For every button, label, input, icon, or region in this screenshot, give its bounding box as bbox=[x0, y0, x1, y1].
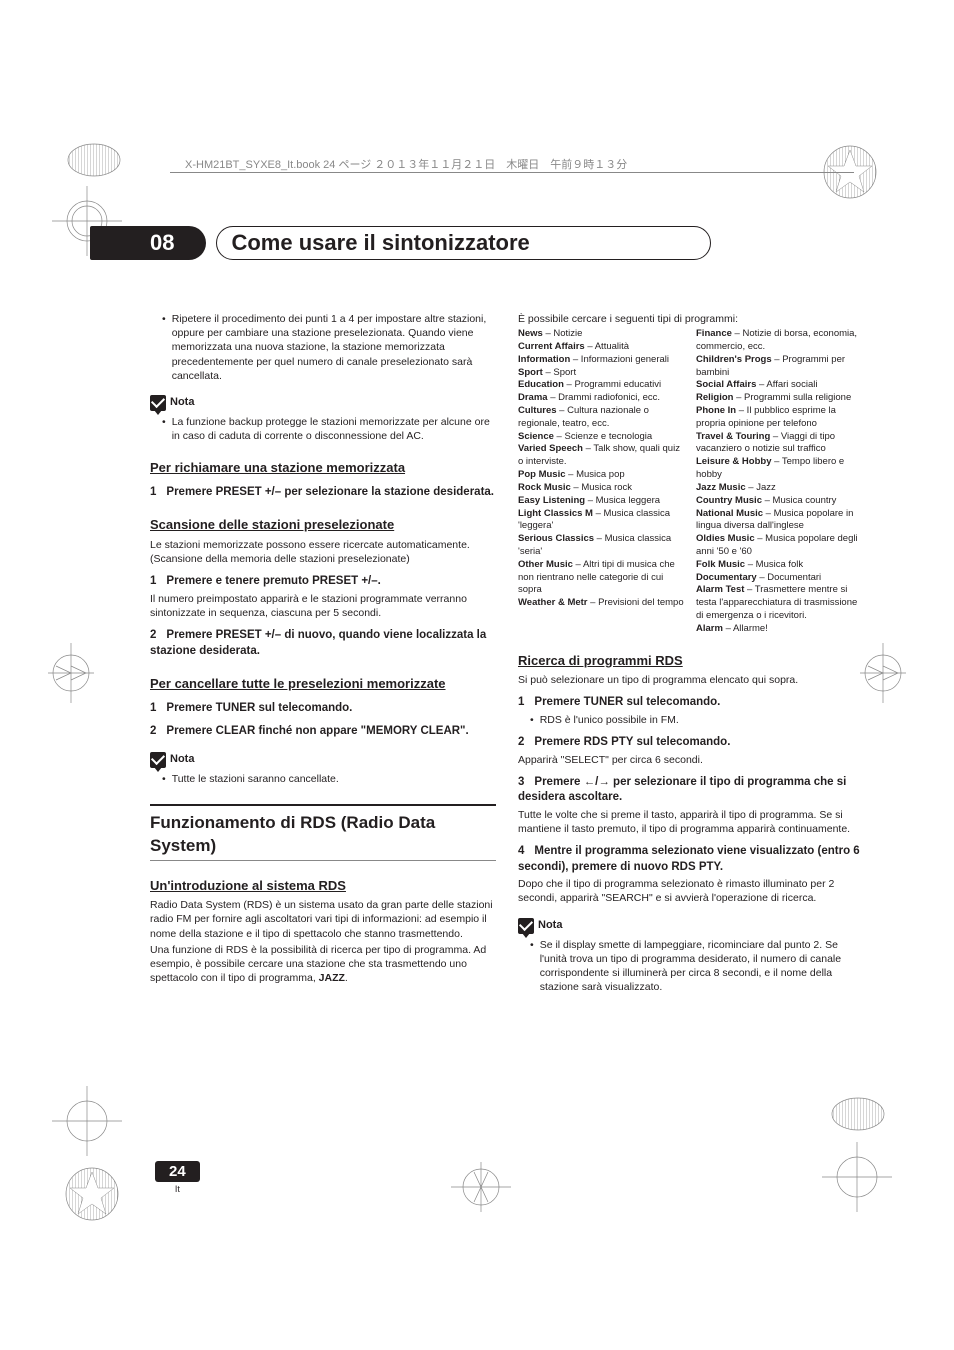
arrow-right-icon: → bbox=[598, 776, 610, 788]
sec2-step1-body: Il numero preimpostato apparirà e le sta… bbox=[150, 592, 496, 620]
arrow-left-icon: ← bbox=[584, 776, 596, 788]
sec2-step1: 1Premere e tenere premuto PRESET +/–. bbox=[150, 574, 496, 590]
sec5-step4: 4Mentre il programma selezionato viene v… bbox=[518, 844, 864, 875]
header-rule bbox=[170, 172, 854, 173]
program-type-item: National Music – Musica popolare in ling… bbox=[696, 508, 864, 534]
program-type-item: Education – Programmi educativi bbox=[518, 379, 686, 392]
sec4-p2: Una funzione di RDS è la possibilità di … bbox=[150, 943, 496, 986]
sec5-intro: Si può selezionare un tipo di programma … bbox=[518, 673, 864, 687]
program-type-item: News – Notizie bbox=[518, 328, 686, 341]
sec3-step1: 1Premere TUNER sul telecomando. bbox=[150, 701, 496, 717]
chapter-bar: 08 Come usare il sintonizzatore bbox=[150, 226, 864, 260]
chapter-number: 08 bbox=[90, 226, 188, 260]
crop-mark-hatch-top-left bbox=[66, 140, 122, 180]
crop-mark-chevrons-left bbox=[46, 638, 96, 708]
program-type-item: Folk Music – Musica folk bbox=[696, 559, 864, 572]
intro-bullet: Ripetere il procedimento dei punti 1 a 4… bbox=[162, 312, 496, 383]
program-type-item: Phone In – Il pubblico esprime la propri… bbox=[696, 405, 864, 431]
program-type-item: Documentary – Documentari bbox=[696, 572, 864, 585]
note-icon bbox=[150, 752, 166, 768]
program-type-item: Social Affairs – Affari sociali bbox=[696, 379, 864, 392]
page-content: 08 Come usare il sintonizzatore Ripetere… bbox=[150, 226, 864, 1170]
note-label: Nota bbox=[170, 395, 194, 410]
sec5-step2: 2Premere RDS PTY sul telecomando. bbox=[518, 735, 864, 751]
program-type-item: Current Affairs – Attualità bbox=[518, 341, 686, 354]
program-type-item: Religion – Programmi sulla religione bbox=[696, 392, 864, 405]
section-rds-search-title: Ricerca di programmi RDS bbox=[518, 652, 864, 670]
page-lang: It bbox=[155, 1184, 200, 1194]
program-types-table: News – NotizieCurrent Affairs – Attualit… bbox=[518, 328, 864, 636]
program-type-item: Children's Progs – Programmi per bambini bbox=[696, 354, 864, 380]
prog-col-left: News – NotizieCurrent Affairs – Attualit… bbox=[518, 328, 686, 636]
program-type-item: Easy Listening – Musica leggera bbox=[518, 495, 686, 508]
sec4-p1: Radio Data System (RDS) è un sistema usa… bbox=[150, 898, 496, 941]
note-icon bbox=[518, 918, 534, 934]
note2-bullet: Tutte le stazioni saranno cancellate. bbox=[162, 772, 496, 786]
program-type-item: Rock Music – Musica rock bbox=[518, 482, 686, 495]
header-text: X-HM21BT_SYXE8_It.book 24 ページ ２０１３年１１月２１… bbox=[185, 156, 627, 172]
note-label: Nota bbox=[538, 918, 562, 933]
chapter-cap bbox=[186, 226, 206, 260]
right-column: È possibile cercare i seguenti tipi di p… bbox=[518, 310, 864, 996]
sec2-step2: 2Premere PRESET +/– di nuovo, quando vie… bbox=[150, 628, 496, 659]
sec5-step1-bullet: RDS è l'unico possibile in FM. bbox=[530, 713, 864, 727]
program-type-item: Country Music – Musica country bbox=[696, 495, 864, 508]
program-type-item: Drama – Drammi radiofonici, ecc. bbox=[518, 392, 686, 405]
crop-mark-bottom-left-star bbox=[60, 1162, 125, 1227]
note-block-3: Nota bbox=[518, 918, 864, 934]
section-clear-title: Per cancellare tutte le preselezioni mem… bbox=[150, 675, 496, 693]
crop-mark-chevrons-right bbox=[858, 638, 908, 708]
prog-intro: È possibile cercare i seguenti tipi di p… bbox=[518, 312, 864, 326]
section-scan-title: Scansione delle stazioni preselezionate bbox=[150, 516, 496, 534]
chapter-title: Come usare il sintonizzatore bbox=[216, 226, 710, 260]
major-rds-title: Funzionamento di RDS (Radio Data System) bbox=[150, 804, 496, 861]
program-type-item: Oldies Music – Musica popolare degli ann… bbox=[696, 533, 864, 559]
note-label: Nota bbox=[170, 752, 194, 767]
sec5-step1: 1Premere TUNER sul telecomando. bbox=[518, 695, 864, 711]
program-type-item: Science – Scienze e tecnologia bbox=[518, 431, 686, 444]
page-badge: 24 It bbox=[155, 1161, 200, 1194]
note-block-2: Nota bbox=[150, 752, 496, 768]
program-type-item: Jazz Music – Jazz bbox=[696, 482, 864, 495]
program-type-item: Other Music – Altri tipi di musica che n… bbox=[518, 559, 686, 597]
sec1-step1: 1Premere PRESET +/– per selezionare la s… bbox=[150, 485, 496, 501]
program-type-item: Varied Speech – Talk show, quali quiz o … bbox=[518, 443, 686, 469]
program-type-item: Alarm – Allarme! bbox=[696, 623, 864, 636]
sec5-step3: 3Premere ←/→ per selezionare il tipo di … bbox=[518, 775, 864, 806]
program-type-item: Cultures – Cultura nazionale o regionale… bbox=[518, 405, 686, 431]
left-column: Ripetere il procedimento dei punti 1 a 4… bbox=[150, 310, 496, 996]
sec3-step2: 2Premere CLEAR finché non appare "MEMORY… bbox=[150, 724, 496, 740]
section-recall-title: Per richiamare una stazione memorizzata bbox=[150, 459, 496, 477]
sec5-step4-body: Dopo che il tipo di programma selezionat… bbox=[518, 877, 864, 905]
sec5-step3-body: Tutte le volte che si preme il tasto, ap… bbox=[518, 808, 864, 836]
note3-bullet: Se il display smette di lampeggiare, ric… bbox=[530, 938, 864, 995]
program-type-item: Information – Informazioni generali bbox=[518, 354, 686, 367]
program-type-item: Alarm Test – Trasmettere mentre si testa… bbox=[696, 584, 864, 622]
page-number: 24 bbox=[155, 1161, 200, 1182]
section-rds-intro-title: Un'introduzione al sistema RDS bbox=[150, 877, 496, 895]
prog-col-right: Finance – Notizie di borsa, economia, co… bbox=[696, 328, 864, 636]
program-type-item: Weather & Metr – Previsioni del tempo bbox=[518, 597, 686, 610]
sec2-intro: Le stazioni memorizzate possono essere r… bbox=[150, 538, 496, 566]
program-type-item: Finance – Notizie di borsa, economia, co… bbox=[696, 328, 864, 354]
sec5-step2-body: Apparirà "SELECT" per circa 6 secondi. bbox=[518, 753, 864, 767]
crop-mark-bottom-left bbox=[52, 1086, 122, 1156]
program-type-item: Sport – Sport bbox=[518, 367, 686, 380]
note-block-1: Nota bbox=[150, 395, 496, 411]
program-type-item: Pop Music – Musica pop bbox=[518, 469, 686, 482]
program-type-item: Travel & Touring – Viaggi di tipo vacanz… bbox=[696, 431, 864, 457]
program-type-item: Serious Classics – Musica classica 'seri… bbox=[518, 533, 686, 559]
note-icon bbox=[150, 395, 166, 411]
note1-bullet: La funzione backup protegge le stazioni … bbox=[162, 415, 496, 443]
program-type-item: Leisure & Hobby – Tempo libero e hobby bbox=[696, 456, 864, 482]
program-type-item: Light Classics M – Musica classica 'legg… bbox=[518, 508, 686, 534]
